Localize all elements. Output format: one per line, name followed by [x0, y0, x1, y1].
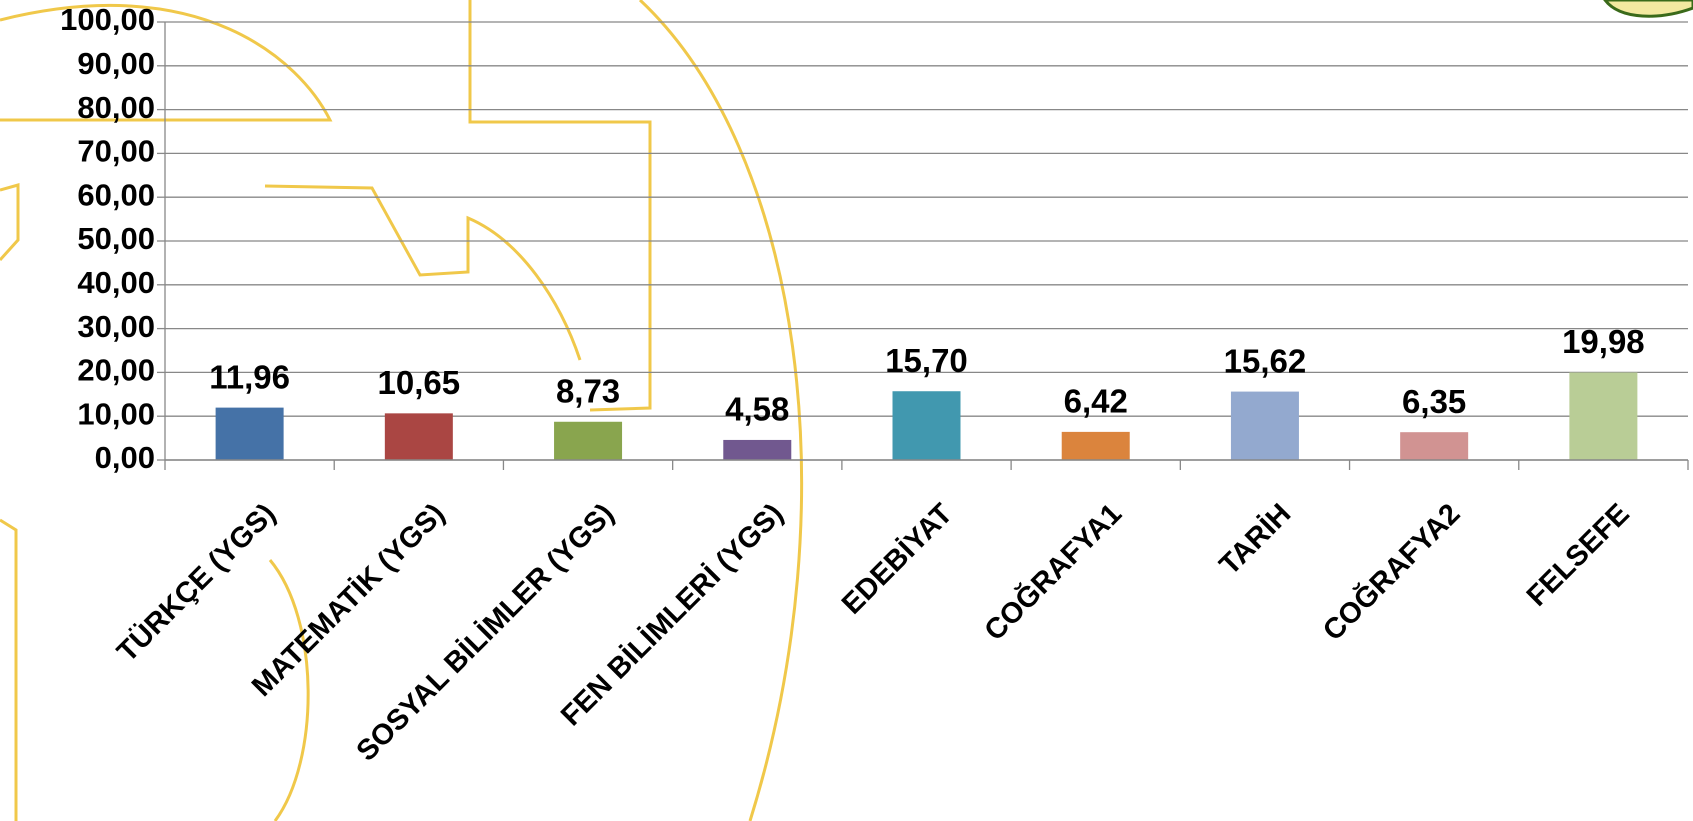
y-tick-label: 80,00: [77, 90, 155, 125]
y-tick-label: 40,00: [77, 265, 155, 300]
x-tick-label: TARİH: [1214, 498, 1298, 582]
data-label: 11,96: [209, 358, 290, 395]
bar: [723, 439, 792, 460]
data-label: 6,35: [1402, 383, 1466, 420]
y-tick-label: 50,00: [77, 221, 155, 256]
bar: [215, 407, 284, 460]
y-tick-label: 30,00: [77, 309, 155, 344]
y-tick-label: 70,00: [77, 134, 155, 169]
x-tick-label: COĞRAFYA1: [977, 496, 1128, 647]
x-tick-label: TÜRKÇE (YGS): [111, 497, 282, 668]
x-tick-label: EDEBİYAT: [836, 498, 959, 621]
y-tick-label: 60,00: [77, 177, 155, 212]
data-label: 8,73: [556, 372, 620, 409]
y-tick-label: 0,00: [95, 440, 155, 475]
bar: [892, 391, 961, 460]
bar: [1400, 432, 1469, 460]
y-tick-label: 90,00: [77, 46, 155, 81]
x-tick-label: FELSEFE: [1521, 498, 1636, 613]
data-label: 15,70: [885, 342, 968, 379]
y-tick-label: 10,00: [77, 396, 155, 431]
data-label: 10,65: [378, 364, 461, 401]
data-label: 6,42: [1064, 383, 1128, 420]
bar: [1061, 431, 1130, 460]
x-tick-label: MATEMATİK (YGS): [246, 498, 451, 703]
data-label: 15,62: [1224, 342, 1307, 379]
bar: [554, 421, 623, 460]
bar: [1230, 391, 1299, 460]
data-label: 4,58: [725, 391, 789, 428]
bar: [1569, 372, 1638, 460]
bar: [384, 413, 453, 460]
x-tick-label: COĞRAFYA2: [1316, 496, 1467, 647]
data-label: 19,98: [1562, 323, 1645, 360]
y-tick-label: 100,00: [60, 2, 155, 37]
y-tick-label: 20,00: [77, 353, 155, 388]
